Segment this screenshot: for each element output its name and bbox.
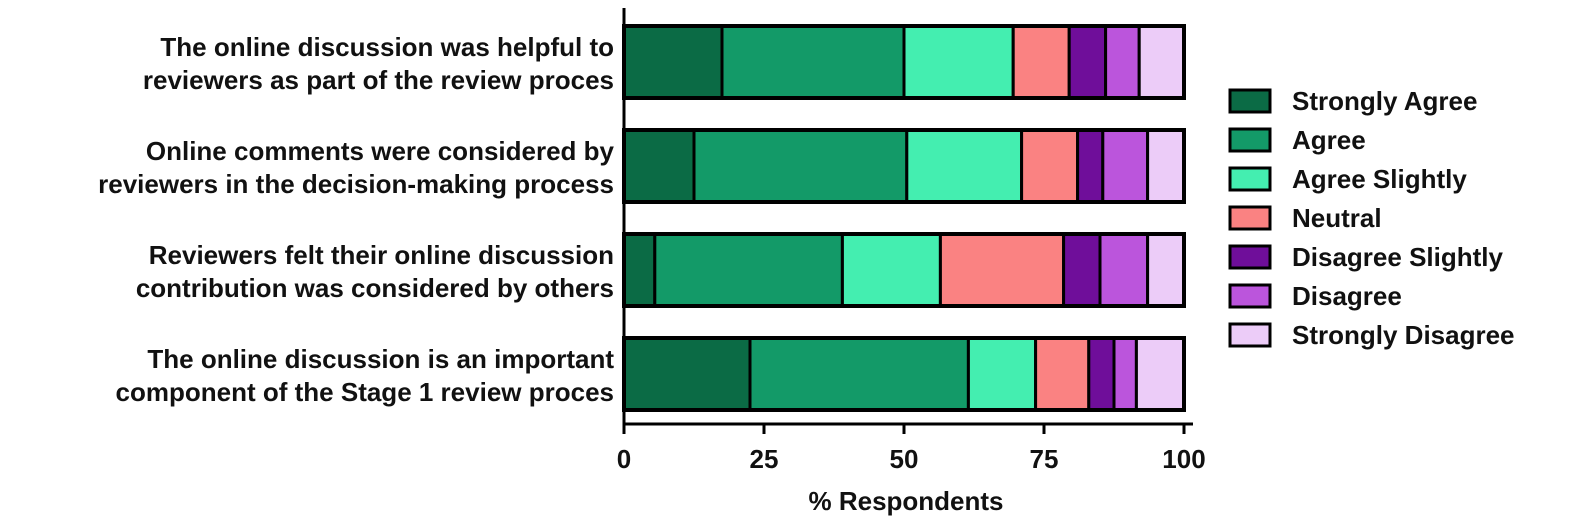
bar-segment-agree-slightly-row-1 <box>902 24 1015 100</box>
category-label-3: Reviewers felt their online discussion co… <box>136 240 614 303</box>
category-label-line: Reviewers felt their online discussion <box>149 240 614 270</box>
bar-segment-neutral-row-1 <box>1011 24 1071 100</box>
category-label-1: The online discussion was helpful to revi… <box>143 32 614 95</box>
bar-segment-disagree-slightly-row-1 <box>1067 24 1108 100</box>
bar-segment-strongly-agree-row-1 <box>622 24 724 100</box>
bar-segment-agree-slightly-row-2 <box>905 128 1024 204</box>
x-tick-label: 100 <box>1162 444 1205 474</box>
bar-segment-disagree-slightly-row-4 <box>1087 336 1116 412</box>
bar-segment-disagree-row-3 <box>1098 232 1150 308</box>
bar-segment-disagree-row-2 <box>1101 128 1150 204</box>
x-tick-label: 25 <box>750 444 779 474</box>
bar-segment-strongly-agree-row-3 <box>622 232 657 308</box>
bar-segment-strongly-agree-row-2 <box>622 128 696 204</box>
bars-layer <box>622 24 1186 412</box>
bar-segment-disagree-slightly-row-3 <box>1062 232 1102 308</box>
category-label-2: Online comments were considered by review… <box>98 136 614 199</box>
legend-label-agree-slightly: Agree Slightly <box>1292 164 1467 194</box>
axes-layer <box>622 8 1193 426</box>
bar-segment-strongly-disagree-row-2 <box>1146 128 1186 204</box>
category-label-line: component of the Stage 1 review proces <box>116 377 614 407</box>
bar-segment-neutral-row-4 <box>1034 336 1091 412</box>
bar-segment-strongly-disagree-row-1 <box>1137 24 1186 100</box>
bar-segment-agree-row-4 <box>748 336 970 412</box>
legend-swatch-strongly-agree <box>1228 88 1272 114</box>
category-label-line: reviewers in the decision-making process <box>98 169 614 199</box>
legend-label-strongly-disagree: Strongly Disagree <box>1292 320 1515 350</box>
x-axis-ticks: 0 25 50 75 100 <box>617 424 1206 474</box>
legend-label-strongly-agree: Strongly Agree <box>1292 86 1477 116</box>
bar-segment-agree-slightly-row-3 <box>840 232 942 308</box>
bar-segment-disagree-row-1 <box>1104 24 1141 100</box>
category-label-line: The online discussion is an important <box>147 344 614 374</box>
legend-swatch-disagree-slightly <box>1228 244 1272 270</box>
legend-label-neutral: Neutral <box>1292 203 1382 233</box>
legend-swatch-agree <box>1228 127 1272 153</box>
bar-segment-agree-row-1 <box>720 24 906 100</box>
category-label-4: The online discussion is an important com… <box>116 344 615 407</box>
legend-label-agree: Agree <box>1292 125 1366 155</box>
bar-segment-agree-slightly-row-4 <box>966 336 1038 412</box>
bar-segment-neutral-row-3 <box>938 232 1066 308</box>
category-label-line: contribution was considered by others <box>136 273 614 303</box>
category-labels: The online discussion was helpful to revi… <box>98 32 614 407</box>
category-label-line: The online discussion was helpful to <box>160 32 614 62</box>
legend: Strongly Agree Agree Agree Slightly Neutral… <box>1228 86 1515 350</box>
category-label-line: reviewers as part of the review proces <box>143 65 614 95</box>
bar-segment-disagree-slightly-row-2 <box>1076 128 1105 204</box>
bar-segment-agree-row-2 <box>692 128 909 204</box>
x-axis-title: % Respondents <box>808 486 1003 516</box>
x-tick-label: 0 <box>617 444 631 474</box>
legend-swatch-agree-slightly <box>1228 166 1272 192</box>
category-label-line: Online comments were considered by <box>146 136 615 166</box>
legend-label-disagree: Disagree <box>1292 281 1402 311</box>
bar-segment-disagree-row-4 <box>1112 336 1138 412</box>
bar-segment-strongly-disagree-row-4 <box>1134 336 1186 412</box>
legend-swatch-strongly-disagree <box>1228 322 1272 348</box>
legend-label-disagree-slightly: Disagree Slightly <box>1292 242 1503 272</box>
legend-swatch-disagree <box>1228 283 1272 309</box>
bar-segment-strongly-disagree-row-3 <box>1146 232 1186 308</box>
bar-segment-agree-row-3 <box>653 232 844 308</box>
x-tick-label: 50 <box>890 444 919 474</box>
bar-segment-strongly-agree-row-4 <box>622 336 752 412</box>
legend-swatch-neutral <box>1228 205 1272 231</box>
x-tick-label: 75 <box>1030 444 1059 474</box>
bar-segment-neutral-row-2 <box>1020 128 1080 204</box>
